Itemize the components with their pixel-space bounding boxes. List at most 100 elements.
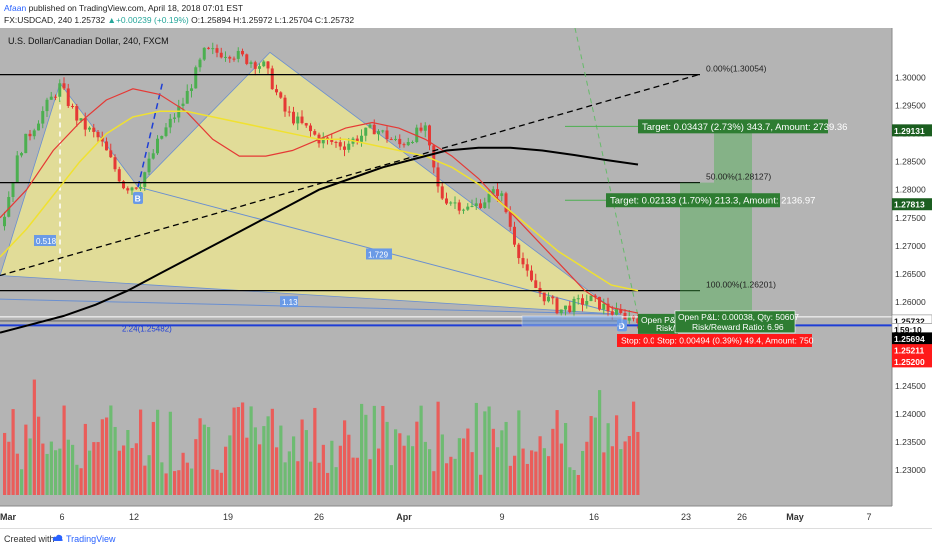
candle-body — [194, 67, 198, 89]
ema-yellow-line — [0, 110, 639, 292]
volume-bar — [258, 444, 262, 495]
candle-body — [453, 202, 457, 204]
candle-body — [258, 66, 261, 69]
volume-bar — [266, 416, 270, 495]
price-axis[interactable] — [892, 28, 932, 506]
candle-body — [547, 296, 550, 302]
candle-body — [139, 186, 142, 189]
x-tick-label: 12 — [129, 512, 139, 522]
publish-header: Afaan published on TradingView.com, Apri… — [0, 0, 932, 28]
ratio-label-1: 1.729 — [368, 250, 389, 259]
volume-bar — [194, 439, 198, 495]
candle-body — [292, 111, 295, 124]
volume-bar — [211, 469, 215, 495]
volume-bar — [236, 407, 240, 495]
volume-bar — [313, 407, 317, 495]
candle-body — [398, 138, 402, 145]
volume-bar — [181, 452, 185, 495]
volume-bar — [262, 426, 266, 495]
candle-body — [602, 303, 606, 310]
author-link[interactable]: Afaan — [4, 3, 27, 13]
volume-bar — [602, 452, 606, 495]
candle-body — [360, 135, 363, 142]
volume-bar — [368, 459, 372, 495]
candle-body — [181, 103, 185, 106]
volume-bar — [500, 430, 504, 495]
volume-bar — [559, 443, 563, 495]
x-tick-label: 26 — [737, 512, 747, 522]
candle-body — [534, 280, 538, 288]
volume-bar — [164, 473, 168, 495]
candle-body — [134, 187, 138, 189]
price-badge-5 — [892, 332, 932, 345]
candle-body — [568, 305, 572, 313]
candle-body — [126, 188, 130, 191]
volume-bar — [117, 450, 121, 495]
candle-body — [491, 189, 495, 194]
volume-bar — [126, 429, 130, 495]
candle-body — [462, 209, 465, 211]
candle-body — [406, 142, 410, 146]
volume-bar — [470, 452, 474, 495]
volume-bar — [185, 462, 189, 495]
volume-bar — [440, 434, 444, 495]
volume-bar — [572, 469, 576, 495]
candle-body — [241, 50, 244, 55]
volume-bar — [530, 450, 534, 495]
volume-bar — [296, 461, 300, 495]
ratio-label-3: 2.24(1.25482) — [122, 324, 172, 333]
volume-bar — [338, 445, 342, 495]
candle-body — [377, 131, 380, 135]
candle-body — [100, 137, 104, 142]
publish-info: Afaan published on TradingView.com, Apri… — [4, 3, 243, 13]
y-tick-label: 1.26000 — [895, 297, 926, 307]
volume-bar — [49, 441, 53, 495]
candle-body — [11, 182, 15, 197]
volume-bar — [479, 474, 483, 495]
time-axis[interactable] — [0, 506, 892, 528]
volume-bar — [156, 409, 160, 495]
candle-body — [330, 138, 334, 142]
chart-title: U.S. Dollar/Canadian Dollar, 240, FXCM — [8, 36, 169, 46]
candle-body — [198, 59, 202, 68]
price-change: +0.00239 (+0.19%) — [115, 15, 189, 25]
y-tick-label: 1.28000 — [895, 185, 926, 195]
candle-body — [372, 124, 376, 135]
volume-bar — [71, 444, 75, 495]
volume-bar — [54, 450, 58, 495]
candle-body — [598, 296, 601, 310]
tradingview-brand[interactable]: TradingView — [66, 534, 116, 544]
volume-bar — [198, 418, 202, 495]
candle-body — [266, 61, 270, 69]
volume-bar — [564, 423, 568, 495]
candle-body — [436, 167, 440, 187]
price-chart[interactable]: Target: 0.03437 (2.73%) 343.7, Amount: 2… — [0, 28, 932, 528]
candle-body — [610, 311, 614, 315]
candle-body — [564, 305, 567, 310]
target-label-2-bg — [606, 193, 780, 208]
candle-body — [224, 56, 227, 58]
volume-bar — [589, 416, 593, 495]
volume-bar — [474, 402, 478, 495]
candle-body — [394, 138, 397, 140]
volume-bar — [15, 453, 19, 495]
volume-bar — [619, 449, 623, 495]
candle-body — [151, 153, 155, 159]
fib-label-2: 100.00%(1.26201) — [706, 280, 776, 290]
candle-body — [487, 193, 491, 203]
candle-body — [215, 48, 219, 53]
volume-bar — [551, 428, 555, 495]
volume-bar — [406, 435, 410, 495]
volume-bar — [542, 448, 546, 495]
candle-body — [508, 212, 512, 227]
volume-bar — [173, 471, 177, 495]
volume-bar — [232, 407, 236, 495]
volume-bar — [228, 435, 232, 495]
candle-body — [589, 295, 593, 301]
candle-body — [321, 137, 325, 144]
stop-partial: Stop: 0.0 — [621, 335, 655, 345]
candle-body — [513, 226, 516, 245]
candle-body — [483, 202, 487, 208]
candle-body — [92, 127, 96, 132]
volume-bar — [636, 431, 640, 495]
